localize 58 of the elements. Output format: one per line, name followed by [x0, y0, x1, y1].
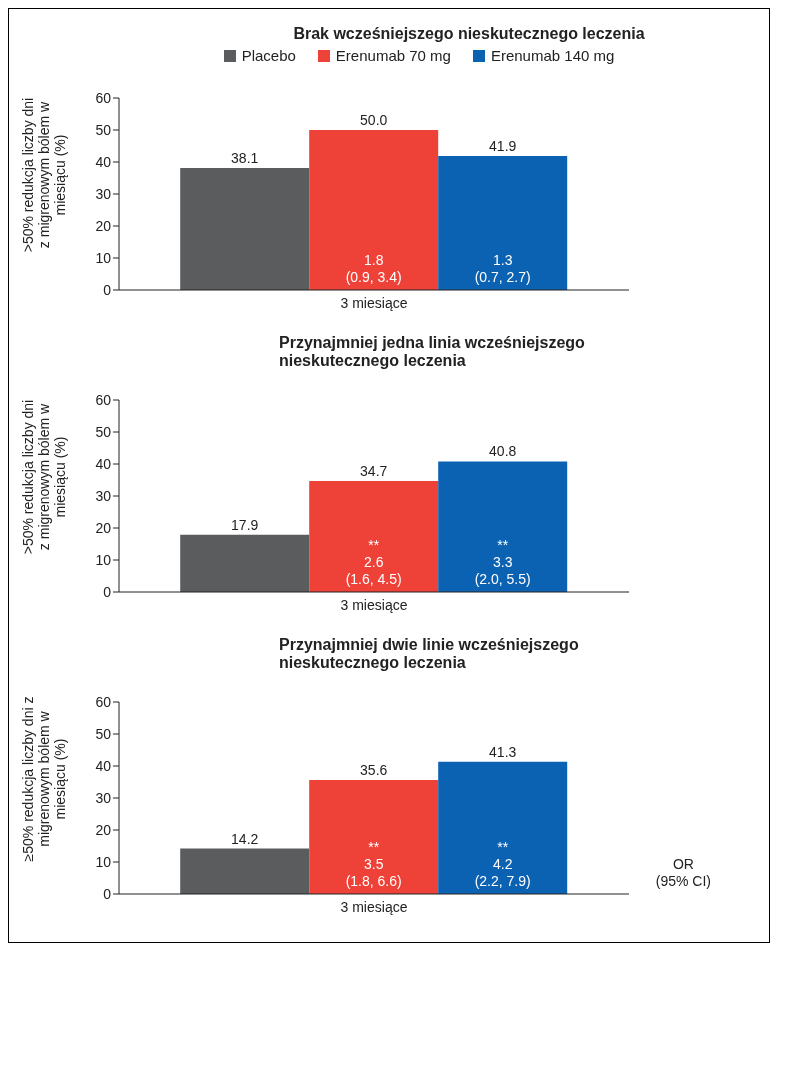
annotation: 1.8 (0.9, 3.4) [345, 252, 402, 285]
x-tick-label: 3 miesiące [340, 294, 408, 311]
chart-title: Przynajmniej jedna linia wcześniejszego nieskutecznego leczenia [279, 334, 586, 370]
chart-title: Przynajmniej dwie linie wcześniejszego nieskutecznego leczenia [279, 636, 580, 672]
y-tick-label: 50 [95, 121, 112, 138]
y-tick-label: 60 [95, 693, 112, 710]
data-label: 50.0 [360, 112, 388, 128]
data-label: 34.7 [360, 462, 388, 479]
annotation: ** 4.2 (2.2, 7.9) [474, 839, 531, 889]
y-tick-label: 30 [95, 789, 112, 806]
bar [309, 780, 439, 894]
bar [180, 848, 310, 894]
y-tick-label: 60 [95, 391, 112, 408]
bar [309, 480, 439, 592]
data-label: 40.8 [489, 443, 517, 460]
y-tick-label: 10 [95, 551, 112, 568]
y-tick-label: 0 [103, 885, 112, 902]
bar [438, 761, 568, 894]
y-axis-title: ≥50% redukcja liczby dni z migrenowym bólem w miesiącu (%) [20, 696, 68, 862]
y-tick-label: 20 [95, 217, 112, 234]
y-tick-label: 60 [95, 89, 112, 106]
y-tick-label: 0 [103, 281, 112, 298]
y-tick-label: 30 [95, 487, 112, 504]
bar [180, 168, 310, 290]
annotation: ** 2.6 (1.6, 4.5) [345, 537, 402, 587]
y-tick-label: 20 [95, 519, 112, 536]
bar [309, 130, 439, 290]
bar [180, 534, 310, 592]
y-tick-label: 0 [103, 583, 112, 600]
bar [438, 155, 568, 290]
chart-title: Brak wcześniejszego nieskutecznego leczenia [292, 25, 646, 43]
y-tick-label: 20 [95, 821, 112, 838]
legend-label: Placebo [241, 47, 296, 64]
y-tick-label: 40 [95, 757, 112, 774]
data-label: 35.6 [360, 762, 388, 779]
x-tick-label: 3 miesiące [340, 898, 408, 915]
y-axis-title: >50% redukcja liczby dni z migrenowym bólem w miesiącu (%) [20, 398, 68, 557]
annotation: ** 3.3 (2.0, 5.5) [474, 537, 531, 587]
y-tick-label: 30 [95, 185, 112, 202]
data-label: 38.1 [231, 150, 259, 167]
annotation: 1.3 (0.7, 2.7) [474, 252, 531, 285]
data-label: 41.9 [489, 137, 517, 154]
legend-label: Erenumab 140 mg [490, 47, 615, 64]
y-tick-label: 40 [95, 153, 112, 170]
data-label: 14.2 [231, 830, 259, 847]
bar [438, 461, 568, 592]
annotation: ** 3.5 (1.8, 6.6) [345, 839, 402, 889]
y-tick-label: 50 [95, 725, 112, 742]
y-tick-label: 10 [95, 249, 112, 266]
y-tick-label: 10 [95, 853, 112, 870]
y-tick-label: 50 [95, 423, 112, 440]
y-axis-title: >50% redukcja liczby dni z migrenowym bólem w miesiącu (%) [20, 96, 68, 255]
data-label: 17.9 [231, 516, 259, 533]
text: OR (95% CI) [655, 856, 711, 890]
x-tick-label: 3 miesiące [340, 596, 408, 613]
legend-label: Erenumab 70 mg [335, 47, 451, 64]
data-label: 41.3 [489, 743, 517, 760]
y-tick-label: 40 [95, 455, 112, 472]
